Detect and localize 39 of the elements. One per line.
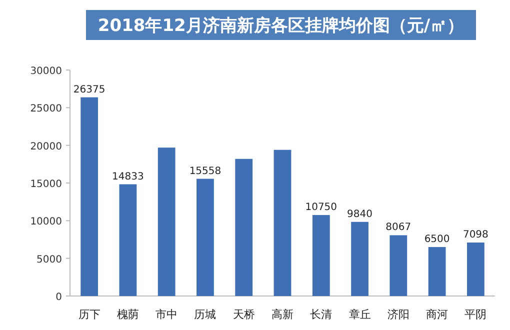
data-label: 7098: [462, 230, 488, 241]
x-tick-label: 高新: [272, 308, 294, 321]
x-tick-label: 平阴: [464, 308, 487, 321]
x-tick-label: 槐荫: [116, 308, 139, 321]
bar: [312, 215, 330, 296]
x-tick-label: 长清: [310, 308, 332, 321]
title: 2018年12月济南新房各区挂牌均价图（元/㎡）: [86, 10, 476, 40]
data-label: 14833: [112, 171, 144, 182]
data-label: 26375: [73, 84, 106, 96]
y-tick-label: 30000: [30, 66, 62, 77]
x-tick-label: 天桥: [232, 308, 255, 321]
data-label: 10750: [305, 202, 338, 214]
y-tick-label: 5000: [36, 254, 62, 266]
x-tick-label: 章丘: [348, 308, 371, 321]
bar: [235, 158, 253, 296]
chart-title: 2018年12月济南新房各区挂牌均价图（元/㎡）: [98, 16, 464, 36]
y-tick-label: 10000: [30, 216, 62, 228]
bar: [428, 247, 446, 296]
bar: [274, 150, 292, 296]
bar: [466, 242, 484, 296]
x-tick-label: 历下: [78, 308, 100, 321]
data-label: 8067: [386, 222, 412, 234]
bar: [390, 235, 408, 296]
y-tick-label: 15000: [30, 179, 62, 190]
data-label: 15558: [189, 166, 222, 177]
y-tick-label: 25000: [30, 104, 62, 115]
bar: [351, 222, 368, 296]
data-label: 9840: [347, 208, 372, 220]
data-label: 6500: [424, 234, 450, 246]
x-tick-label: 济阳: [387, 308, 410, 321]
bar: [196, 178, 214, 296]
bar: [80, 97, 98, 296]
x-tick-label: 商河: [426, 308, 448, 321]
x-tick-label: 市中: [156, 308, 178, 321]
bar: [158, 148, 176, 296]
x-tick-label: 历城: [194, 308, 216, 321]
bar: [119, 184, 137, 296]
y-tick-label: 20000: [30, 141, 62, 152]
y-tick-label: 0: [56, 292, 62, 303]
